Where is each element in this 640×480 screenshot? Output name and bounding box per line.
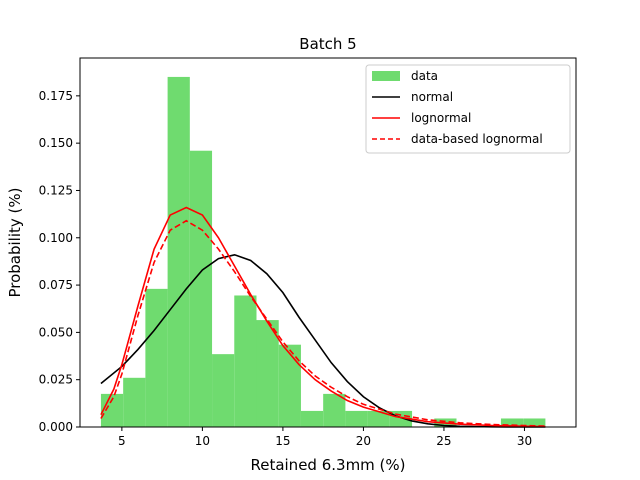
x-axis-ticks: 5 10 15 20 25 30: [118, 427, 532, 448]
y-tick-label: 0.050: [39, 325, 73, 339]
y-axis-ticks: 0.000 0.025 0.050 0.075 0.100 0.125 0.150 0.175: [39, 89, 80, 434]
legend-label: normal: [411, 90, 453, 104]
legend-box: [365, 64, 571, 154]
y-tick-label: 0.175: [39, 89, 73, 103]
x-tick-label: 20: [356, 434, 371, 448]
histogram-bar: [523, 418, 546, 427]
axes-frame: [79, 57, 577, 428]
legend-label: data: [411, 69, 438, 83]
x-tick-label: 30: [517, 434, 532, 448]
histogram-bar: [345, 410, 368, 427]
histogram-bars: [100, 76, 546, 427]
legend: data normal lognormal data-based lognormal: [365, 64, 571, 154]
series-line-normal: [100, 253, 546, 428]
y-tick-label: 0.150: [39, 136, 73, 150]
histogram-bar: [234, 295, 257, 427]
y-tick-label: 0.025: [39, 373, 73, 387]
y-tick-label: 0.000: [39, 420, 73, 434]
histogram-bar: [323, 393, 346, 427]
x-tick-label: 10: [195, 434, 210, 448]
histogram-bar: [500, 418, 524, 427]
series-line-lognormal: [100, 206, 546, 428]
histogram-bar: [167, 76, 190, 427]
histogram-bar: [256, 320, 279, 427]
histogram-bar: [367, 410, 390, 427]
legend-label: lognormal: [411, 111, 471, 125]
x-tick-label: 15: [275, 434, 290, 448]
histogram-bar: [300, 410, 324, 427]
histogram-bar: [123, 377, 146, 427]
chart-title: Batch 5: [299, 35, 356, 53]
y-tick-label: 0.100: [39, 231, 73, 245]
y-axis-label: Probability (%): [6, 187, 24, 297]
series-line-data-based-lognormal: [100, 219, 546, 427]
y-tick-label: 0.125: [39, 183, 73, 197]
legend-swatch: [372, 71, 400, 81]
x-axis-label: Retained 6.3mm (%): [250, 456, 405, 474]
fit-lines: [100, 206, 546, 428]
x-tick-label: 5: [118, 434, 126, 448]
histogram-bar: [278, 344, 301, 427]
legend-label: data-based lognormal: [411, 132, 543, 146]
x-tick-label: 25: [436, 434, 451, 448]
y-tick-label: 0.075: [39, 278, 73, 292]
histogram-bar: [145, 288, 168, 427]
histogram-bar: [212, 354, 235, 427]
histogram-bar: [189, 150, 213, 427]
